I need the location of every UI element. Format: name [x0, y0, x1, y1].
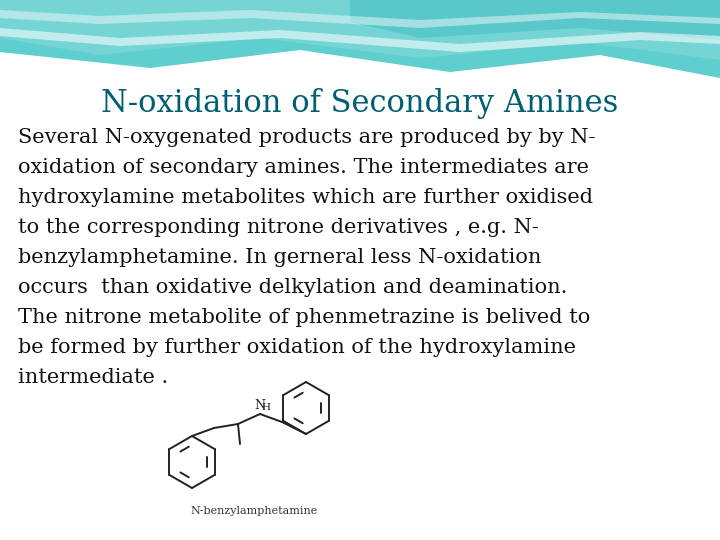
Text: N-oxidation of Secondary Amines: N-oxidation of Secondary Amines: [102, 88, 618, 119]
Text: be formed by further oxidation of the hydroxylamine: be formed by further oxidation of the hy…: [18, 338, 576, 357]
Text: oxidation of secondary amines. The intermediates are: oxidation of secondary amines. The inter…: [18, 158, 589, 177]
Polygon shape: [0, 0, 720, 60]
Polygon shape: [0, 0, 720, 78]
Polygon shape: [350, 0, 720, 40]
Text: N: N: [254, 399, 266, 412]
Polygon shape: [0, 10, 720, 28]
Text: Several N-oxygenated products are produced by by N-: Several N-oxygenated products are produc…: [18, 128, 595, 147]
Text: occurs  than oxidative delkylation and deamination.: occurs than oxidative delkylation and de…: [18, 278, 567, 297]
Polygon shape: [0, 28, 720, 52]
Text: hydroxylamine metabolites which are further oxidised: hydroxylamine metabolites which are furt…: [18, 188, 593, 207]
Text: The nitrone metabolite of phenmetrazine is belived to: The nitrone metabolite of phenmetrazine …: [18, 308, 590, 327]
Text: N-benzylamphetamine: N-benzylamphetamine: [190, 506, 318, 516]
Text: intermediate .: intermediate .: [18, 368, 168, 387]
Text: H: H: [261, 403, 271, 412]
Text: benzylamphetamine. In gerneral less N-oxidation: benzylamphetamine. In gerneral less N-ox…: [18, 248, 541, 267]
Text: to the corresponding nitrone derivatives , e.g. N-: to the corresponding nitrone derivatives…: [18, 218, 539, 237]
